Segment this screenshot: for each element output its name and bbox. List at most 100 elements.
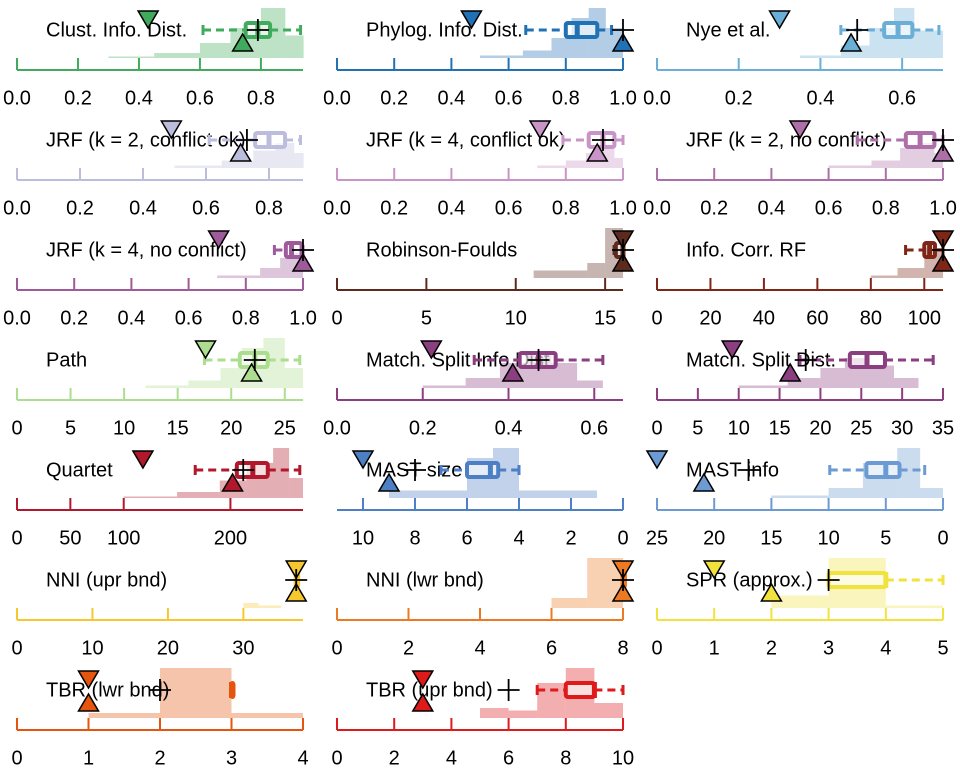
x-tick-label: 5 — [937, 637, 948, 659]
panel-title: Nye et al. — [686, 19, 770, 41]
histogram-bar — [828, 165, 872, 168]
panel-title: JRF (k = 2, no conflict) — [686, 129, 887, 151]
x-tick-label: 0.8 — [872, 197, 900, 219]
panel-title: Info. Corr. RF — [686, 239, 806, 261]
x-tick-label: 1 — [709, 637, 720, 659]
histogram-bar — [771, 495, 829, 498]
marker-up — [231, 32, 254, 52]
histogram-bar — [897, 268, 925, 278]
x-tick-label: 0.0 — [643, 87, 671, 109]
marker-down — [460, 10, 483, 30]
histogram-bar — [275, 143, 295, 168]
panel-title: Robinson-Foulds — [366, 239, 517, 261]
marker-plus — [932, 239, 954, 261]
histogram-bar — [897, 448, 921, 498]
marker-down — [768, 10, 791, 30]
histogram-bar — [537, 683, 566, 718]
x-tick-label: 0.6 — [815, 197, 843, 219]
x-tick-label: 0 — [11, 417, 22, 439]
marker-plus — [846, 19, 869, 41]
marker-up — [229, 142, 252, 162]
x-tick-label: 0.4 — [117, 307, 145, 329]
histogram-bar — [533, 270, 588, 278]
x-tick-label: 25 — [274, 417, 296, 439]
marker-plus — [149, 679, 171, 701]
x-tick-label: 0 — [617, 527, 628, 549]
x-tick-label: 0.0 — [323, 87, 351, 109]
x-tick-label: 40 — [753, 307, 775, 329]
histogram-bar — [253, 150, 276, 168]
histogram-bar — [871, 160, 901, 168]
panel-title: TBR (lwr bnd) — [46, 679, 169, 701]
panel-title: Quartet — [46, 459, 113, 481]
histogram-bar — [602, 148, 615, 168]
histogram-bar — [614, 158, 623, 168]
marker-plus — [612, 239, 634, 261]
marker-down — [720, 340, 744, 360]
marker-up — [501, 362, 525, 382]
marker-up — [931, 142, 955, 162]
histogram-bar — [480, 708, 509, 718]
histogram-bar — [389, 490, 467, 498]
marker-up — [611, 32, 635, 52]
marker-plus — [243, 349, 266, 371]
x-tick-label: 0.6 — [580, 417, 608, 439]
histogram-bar — [885, 605, 943, 608]
x-tick-label: 5 — [65, 417, 76, 439]
histogram-bar — [465, 378, 500, 388]
x-tick-label: 0.8 — [247, 87, 275, 109]
histogram-bar — [480, 55, 523, 58]
histogram-bar — [565, 160, 586, 168]
x-tick-label: 15 — [594, 307, 616, 329]
x-tick-label: 5 — [692, 417, 703, 439]
histogram-bar — [594, 703, 623, 718]
histogram-bar — [160, 668, 232, 718]
histogram-bar — [870, 275, 898, 278]
histogram-bar — [738, 385, 788, 388]
x-tick-label: 20 — [809, 417, 831, 439]
marker-plus — [235, 129, 258, 151]
histogram-bar — [577, 380, 603, 388]
x-tick-label: 15 — [760, 527, 782, 549]
x-tick-label: 0.0 — [3, 87, 31, 109]
x-tick-label: 6 — [546, 637, 557, 659]
histogram-bar — [800, 55, 841, 58]
x-tick-label: 0.0 — [643, 197, 671, 219]
histogram-bar — [508, 710, 538, 718]
x-tick-label: 200 — [214, 527, 247, 549]
x-tick-label: 60 — [806, 307, 828, 329]
x-tick-label: 2 — [389, 747, 400, 768]
marker-up — [778, 362, 802, 382]
marker-up — [284, 582, 308, 602]
histogram-bar — [519, 490, 597, 498]
x-tick-label: 0.6 — [888, 87, 916, 109]
marker-up — [760, 582, 783, 602]
x-tick-label: 100 — [107, 527, 140, 549]
histogram-bar — [221, 160, 254, 168]
marker-up — [611, 252, 635, 272]
histogram-bar — [123, 496, 178, 498]
box — [864, 461, 902, 479]
x-tick-label: 10 — [81, 637, 103, 659]
x-tick-label: 80 — [860, 307, 882, 329]
histogram-bar — [174, 165, 222, 168]
histogram-bar — [828, 488, 863, 498]
x-tick-label: 0.6 — [495, 87, 523, 109]
panel-title: MAST info — [686, 459, 779, 481]
marker-up — [585, 142, 609, 162]
panel-title: SPR (approx.) — [686, 569, 813, 591]
histogram-bar — [893, 378, 919, 388]
x-tick-label: 0 — [651, 307, 662, 329]
x-tick-label: 25 — [850, 417, 872, 439]
box — [465, 461, 501, 479]
marker-up — [839, 32, 863, 52]
histogram-bar — [231, 713, 303, 718]
x-tick-label: 0.4 — [495, 417, 523, 439]
x-tick-label: 20 — [703, 527, 725, 549]
histogram-bar — [551, 38, 572, 58]
x-tick-label: 0 — [331, 747, 342, 768]
x-tick-label: 0.0 — [3, 307, 31, 329]
x-tick-label: 8 — [409, 527, 420, 549]
marker-plus — [497, 679, 520, 701]
